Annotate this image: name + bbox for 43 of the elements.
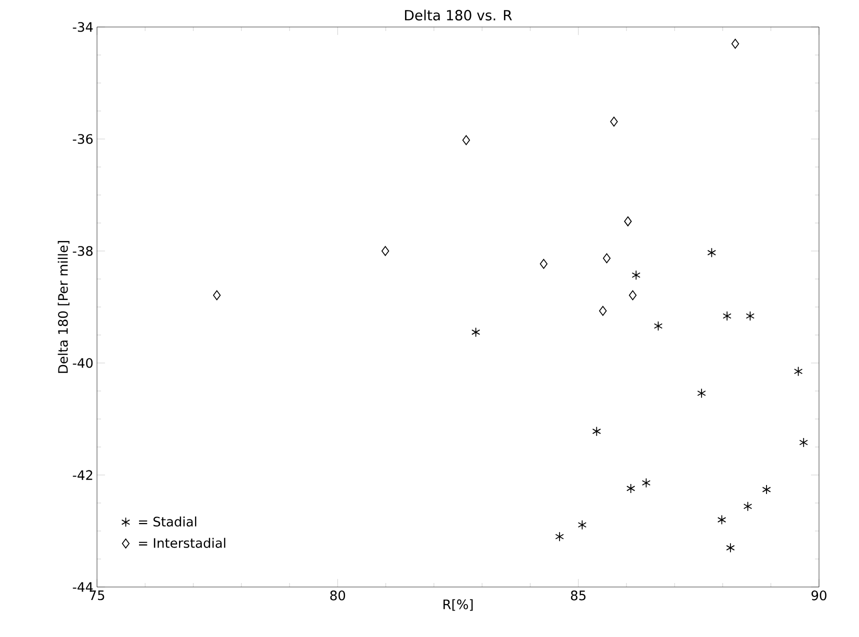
point: [722, 311, 732, 321]
x-axis-title: R[%]: [444, 599, 473, 611]
y-tick-label: -40: [72, 358, 93, 368]
point: [213, 290, 221, 300]
point: [540, 258, 548, 269]
point: [707, 248, 716, 258]
point: [462, 135, 470, 146]
point: [731, 38, 740, 49]
y-tick-label: -36: [72, 134, 93, 144]
point: [602, 253, 611, 264]
legend-label: = Interstadial: [139, 538, 226, 548]
point: [726, 542, 735, 553]
point: [381, 246, 390, 256]
y-tick-label: -34: [72, 22, 93, 32]
y-tick-label: -38: [72, 246, 93, 256]
point: [743, 501, 752, 512]
point: [628, 290, 637, 300]
point: [626, 483, 636, 494]
point: [697, 388, 706, 398]
point: [599, 306, 607, 316]
point: [746, 311, 755, 321]
y-axis-title: Delta 180 [Per mille]: [58, 241, 70, 373]
chart-title: Delta 180 vs. R: [405, 10, 512, 20]
legend-label: = Stadial: [139, 516, 196, 527]
y-tick-label: -44: [72, 582, 93, 592]
point: [610, 116, 618, 127]
point: [471, 327, 480, 338]
point: [592, 426, 601, 436]
point: [799, 438, 808, 448]
y-tick-label: -42: [72, 470, 92, 480]
point: [794, 366, 803, 376]
point: [578, 520, 587, 530]
point: [762, 484, 771, 495]
x-tick-label: 85: [570, 590, 586, 600]
point: [717, 514, 726, 525]
point: [632, 270, 640, 280]
point: [555, 532, 564, 542]
x-tick-label: 75: [90, 590, 104, 600]
point: [624, 216, 632, 226]
point: [642, 478, 651, 488]
x-tick-label: 90: [812, 590, 826, 600]
point: [654, 321, 663, 331]
x-tick-label: 80: [330, 590, 346, 600]
